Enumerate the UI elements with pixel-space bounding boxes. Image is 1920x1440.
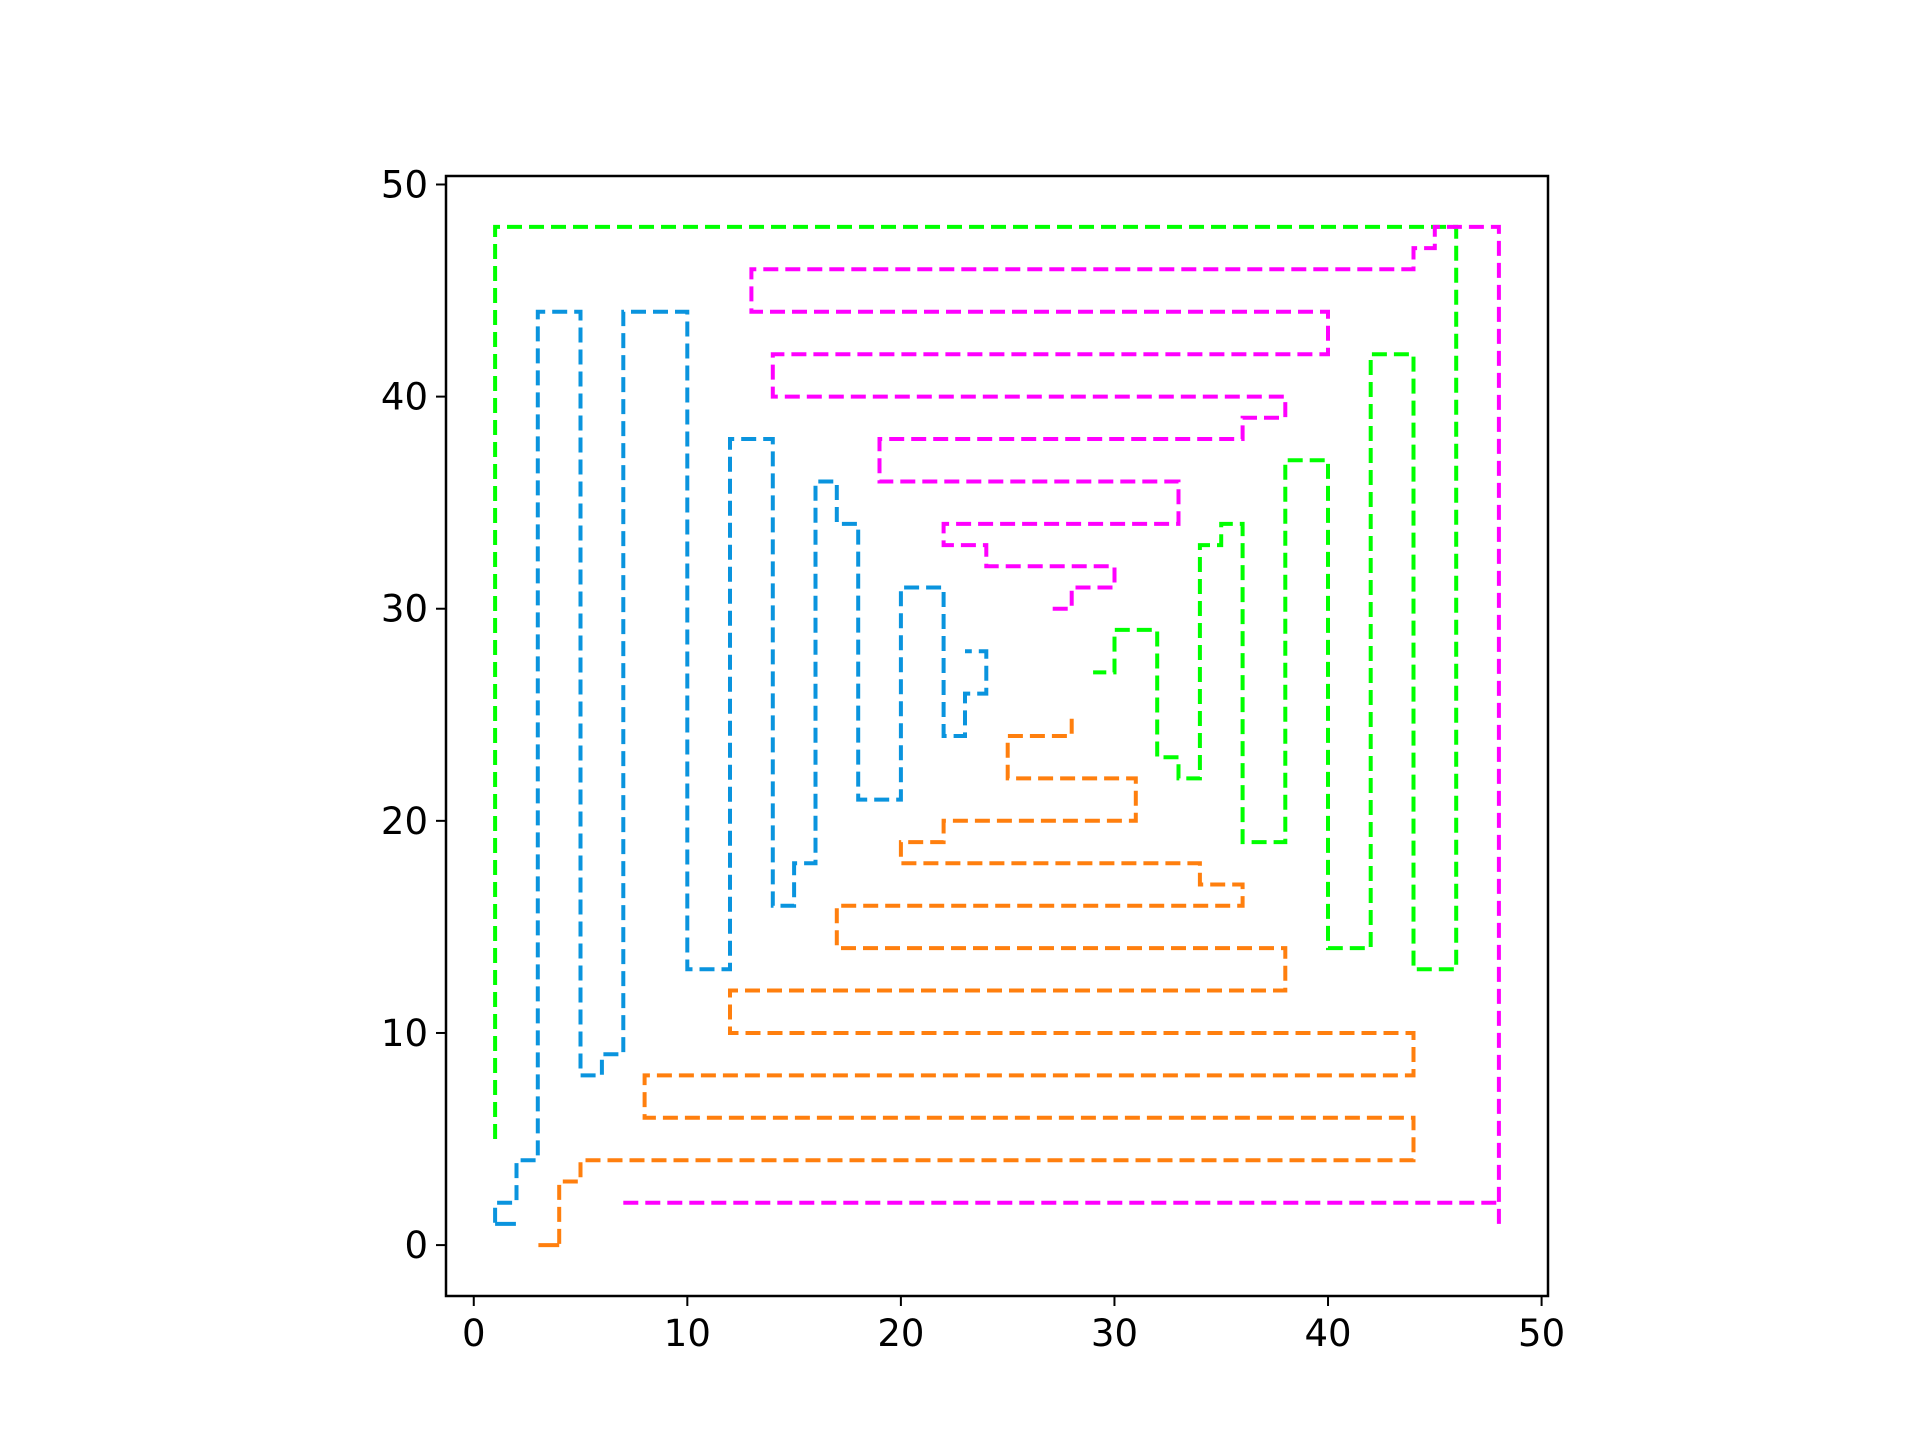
x-tick-label: 20 <box>877 1312 924 1355</box>
series-line-4 <box>493 309 989 1226</box>
y-tick-label: 30 <box>381 588 428 631</box>
y-tick-label: 20 <box>381 800 428 843</box>
y-tick-label: 0 <box>404 1224 428 1267</box>
plot-area-frame <box>444 174 1550 1298</box>
x-tick-label: 10 <box>664 1312 711 1355</box>
y-tick-label: 40 <box>381 376 428 419</box>
x-tick-label: 30 <box>1091 1312 1138 1355</box>
x-tick-label: 0 <box>462 1312 486 1355</box>
series-line-3 <box>537 714 1416 1248</box>
x-tick-label: 40 <box>1304 1312 1351 1355</box>
series-line-1 <box>493 224 1459 1139</box>
axis-layer: 0 10 20 30 40 50 0 10 20 30 40 50 <box>381 163 1565 1355</box>
series-line-2 <box>749 224 1501 1224</box>
series-layer <box>493 224 1501 1248</box>
y-tick-label: 10 <box>381 1012 428 1055</box>
x-tick-label: 50 <box>1518 1312 1565 1355</box>
y-tick-label: 50 <box>381 163 428 206</box>
